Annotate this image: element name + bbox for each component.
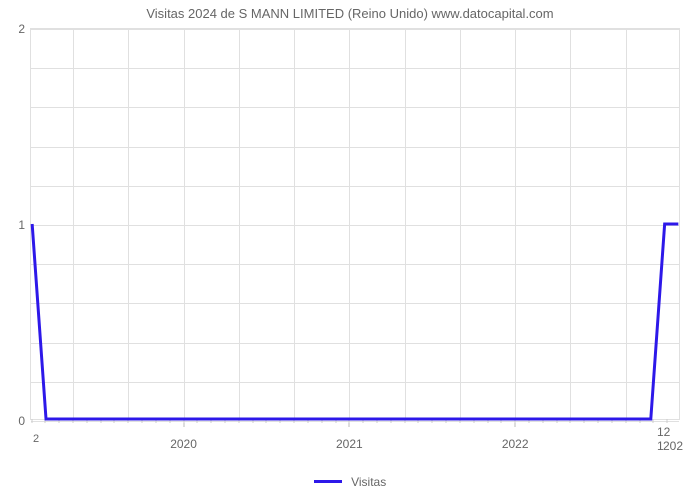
legend: Visitas	[0, 474, 700, 489]
x-tick-minor	[31, 419, 32, 423]
x-tick-label: 2022	[502, 437, 529, 451]
legend-swatch	[314, 480, 342, 483]
secondary-origin-label: 2	[33, 433, 39, 445]
x-tick-label: 2020	[170, 437, 197, 451]
chart-title: Visitas 2024 de S MANN LIMITED (Reino Un…	[0, 6, 700, 21]
y-tick-label: 2	[18, 22, 25, 36]
series-line	[31, 29, 679, 419]
x-tick-label: 2021	[336, 437, 363, 451]
legend-label: Visitas	[351, 475, 386, 489]
x-tick-minor	[667, 419, 668, 423]
plot-area: 012202020212022212 1202	[30, 28, 680, 420]
y-tick-label: 0	[18, 414, 25, 428]
x-tick-minor	[653, 419, 654, 423]
right-edge-label-bottom: 202	[663, 439, 683, 453]
y-tick-label: 1	[18, 218, 25, 232]
